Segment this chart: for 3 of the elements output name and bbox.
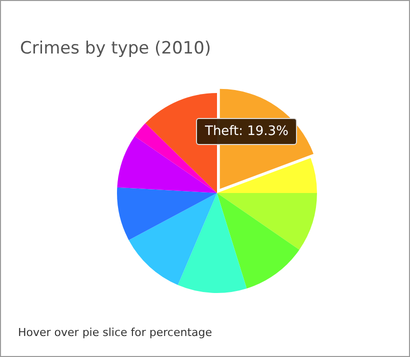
text: Hover over pie slice for percentage [18, 326, 212, 339]
chart-title: Crimes by type (2010) [20, 38, 212, 58]
tooltip: Theft: 19.3% [196, 118, 298, 145]
